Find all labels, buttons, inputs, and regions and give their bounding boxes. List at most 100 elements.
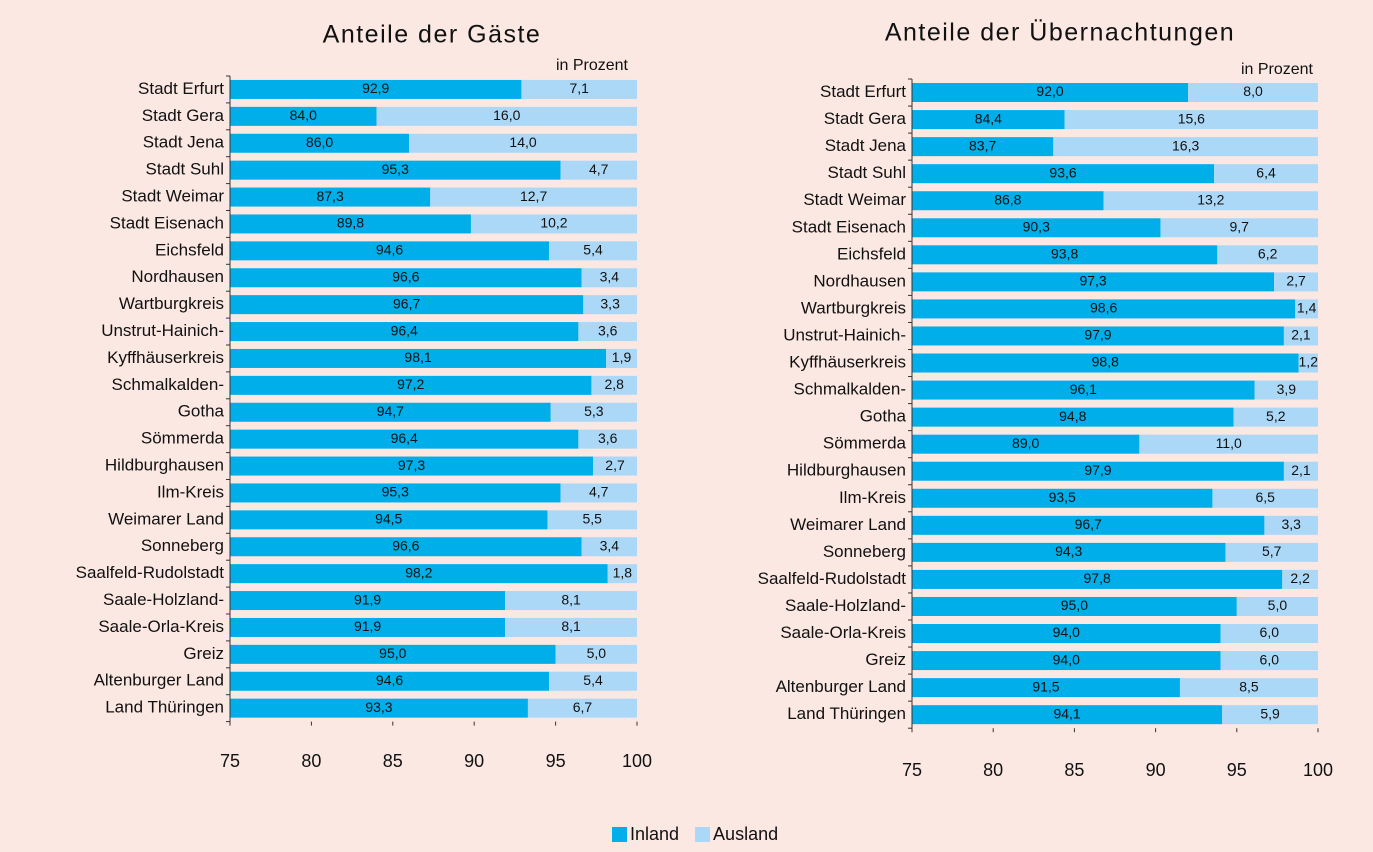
bar-segment (1283, 461, 1318, 481)
bar-segment (1053, 137, 1318, 157)
bar-segment (1225, 542, 1318, 562)
value-label: 2,8 (604, 376, 624, 392)
bar-segment (1236, 596, 1318, 616)
category-label: Kyffhäuserkreis (107, 348, 224, 367)
category-label: Kyffhäuserkreis (789, 353, 906, 372)
bar-segment (505, 591, 637, 611)
bar-segment (550, 402, 637, 422)
value-label: 5,0 (587, 645, 607, 661)
bar-segment (912, 651, 1221, 671)
bar-segment (1064, 110, 1318, 130)
bar-segment (527, 698, 637, 718)
value-label: 98,8 (1092, 354, 1119, 370)
value-label: 89,0 (1012, 435, 1039, 451)
bar-segment (230, 537, 582, 557)
value-label: 92,0 (1036, 83, 1063, 99)
bar-segment (230, 348, 607, 368)
value-label: 94,5 (375, 511, 402, 527)
bar-segment (1212, 488, 1318, 508)
bar-segment (1139, 434, 1318, 454)
bar-segment (912, 326, 1284, 346)
bar-segment (1217, 245, 1318, 265)
value-label: 96,1 (1070, 381, 1097, 397)
bar-segment (230, 402, 551, 422)
value-label: 2,1 (1291, 327, 1311, 343)
bar-segment (230, 617, 506, 637)
value-label: 2,7 (605, 457, 625, 473)
category-label: Schmalkalden- (794, 380, 906, 399)
value-label: 5,0 (1268, 597, 1288, 613)
chart-title: Anteile der Gäste (323, 21, 542, 49)
category-label: Ilm-Kreis (839, 488, 906, 507)
bar-segment (912, 83, 1189, 103)
bar-segment (1220, 624, 1318, 644)
bar-segment (1233, 407, 1318, 427)
bar-segment (578, 429, 637, 449)
x-tick-label: 80 (301, 751, 321, 771)
value-label: 94,0 (1053, 651, 1080, 667)
value-label: 96,7 (393, 295, 420, 311)
value-label: 96,7 (1075, 516, 1102, 532)
bar-segment (547, 510, 637, 530)
category-label: Altenburger Land (776, 677, 906, 696)
bar-segment (1214, 164, 1318, 184)
value-label: 3,4 (600, 268, 620, 284)
category-label: Altenburger Land (94, 671, 224, 690)
bar-segment (230, 510, 548, 530)
bar-segment (230, 133, 410, 153)
category-label: Gotha (178, 402, 225, 421)
value-label: 6,2 (1258, 246, 1278, 262)
x-tick-label: 75 (220, 751, 240, 771)
value-label: 5,7 (1262, 543, 1282, 559)
category-label: Stadt Eisenach (792, 217, 906, 236)
value-label: 93,3 (365, 699, 392, 715)
value-label: 14,0 (509, 134, 536, 150)
bar-segment (230, 295, 584, 315)
value-label: 84,0 (290, 107, 317, 123)
category-label: Stadt Eisenach (110, 213, 224, 232)
bar-segment (230, 106, 377, 126)
bar-segment (912, 380, 1255, 400)
category-label: Wartburgkreis (119, 294, 224, 313)
category-label: Eichsfeld (155, 240, 224, 259)
category-label: Schmalkalden- (112, 375, 224, 394)
bar-segment (1264, 515, 1318, 535)
category-label: Stadt Jena (143, 133, 225, 152)
value-label: 5,4 (583, 672, 603, 688)
bar-segment (230, 429, 579, 449)
value-label: 86,0 (306, 134, 333, 150)
value-label: 5,2 (1266, 408, 1286, 424)
value-label: 13,2 (1197, 191, 1224, 207)
value-label: 1,9 (612, 349, 632, 365)
value-label: 95,0 (1061, 597, 1088, 613)
value-label: 90,3 (1023, 218, 1050, 234)
bar-segment (549, 241, 637, 261)
bar-segment (1220, 651, 1318, 671)
bar-segment (912, 569, 1283, 589)
value-label: 5,5 (582, 511, 602, 527)
bar-segment (230, 698, 528, 718)
value-label: 93,5 (1049, 489, 1076, 505)
value-label: 1,8 (613, 564, 633, 580)
value-label: 6,5 (1255, 489, 1275, 505)
category-label: Weimarer Land (790, 515, 906, 534)
bar-segment (521, 79, 637, 99)
bar-segment (912, 515, 1265, 535)
value-label: 97,9 (1084, 327, 1111, 343)
bar-segment (1103, 191, 1318, 211)
bar-segment (230, 160, 561, 180)
value-label: 4,7 (589, 484, 609, 500)
bar-segment (560, 160, 637, 180)
bar-segment (912, 164, 1215, 184)
bar-segment (912, 461, 1284, 481)
bar-segment (912, 299, 1296, 319)
value-label: 92,9 (362, 80, 389, 96)
value-label: 87,3 (316, 188, 343, 204)
bar-segment (606, 348, 637, 368)
value-label: 98,6 (1090, 300, 1117, 316)
value-label: 96,4 (391, 430, 418, 446)
bar-segment (912, 678, 1180, 698)
value-label: 94,1 (1053, 705, 1080, 721)
category-label: Greiz (865, 650, 906, 669)
category-label: Sömmerda (141, 429, 225, 448)
